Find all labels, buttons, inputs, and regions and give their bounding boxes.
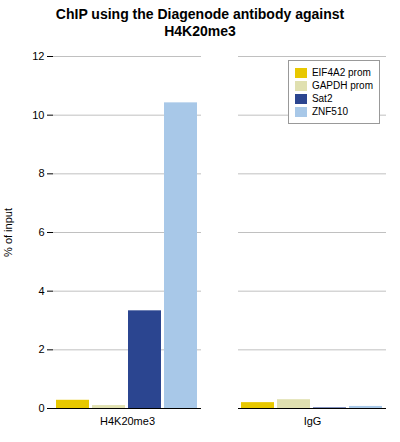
html-text:ZNF510: ZNF510 (311, 106, 348, 117)
html-text:EIF4A2 prom: EIF4A2 prom (311, 67, 371, 78)
svg-text:H4K20me3: H4K20me3 (100, 415, 155, 427)
svg-text:2: 2 (38, 343, 44, 355)
svg-text:IgG: IgG (304, 415, 322, 427)
svg-text:6: 6 (38, 226, 44, 238)
html-text:ChIP using the Diagenode antib: ChIP using the Diagenode antibody agains… (55, 6, 345, 39)
html-text:Sat2: Sat2 (311, 93, 333, 104)
svg-text:12: 12 (32, 50, 44, 62)
svg-text:8: 8 (38, 167, 44, 179)
svg-text:10: 10 (32, 109, 44, 121)
svg-text:4: 4 (38, 285, 44, 297)
svg-text:0: 0 (38, 402, 44, 414)
html-text:GAPDH prom: GAPDH prom (311, 80, 373, 91)
svg-text:% of input: % of input (2, 208, 14, 257)
